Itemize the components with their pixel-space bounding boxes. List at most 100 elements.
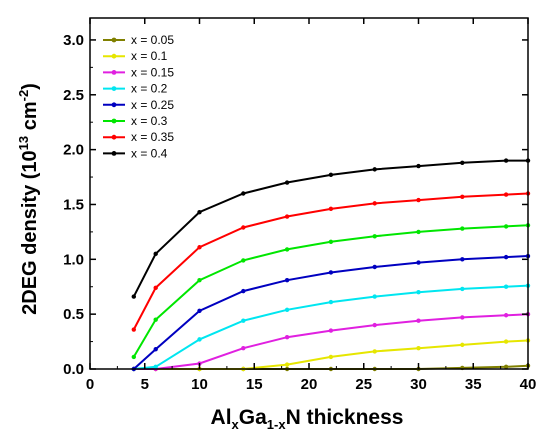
y-tick-label: 0.0 xyxy=(63,361,84,378)
y-tick-label: 3.0 xyxy=(63,32,84,49)
legend-swatch-marker xyxy=(111,53,117,59)
legend-label: x = 0.05 xyxy=(131,33,174,47)
data-point xyxy=(284,214,290,219)
legend-label: x = 0.35 xyxy=(131,130,174,144)
legend-swatch-marker xyxy=(111,151,117,156)
data-point xyxy=(328,328,334,333)
y-axis-label-sup1: 13 xyxy=(16,136,31,150)
data-point xyxy=(460,286,465,292)
data-point xyxy=(416,163,421,169)
x-tick-label: 40 xyxy=(520,376,537,393)
y-axis-label-part1: 2DEG density (10 xyxy=(19,150,41,315)
legend: x = 0.05 x = 0.1 x = 0.15 x = 0.2 x = 0.25 x … xyxy=(103,33,174,160)
y-axis-label-part2: cm xyxy=(19,101,41,135)
data-point xyxy=(284,180,290,185)
y-tick-label: 2.5 xyxy=(63,87,84,104)
data-point xyxy=(153,251,158,257)
data-point xyxy=(328,206,334,212)
data-point xyxy=(503,313,509,318)
data-point xyxy=(153,317,158,322)
data-point xyxy=(131,294,136,299)
data-point xyxy=(416,290,421,295)
data-point xyxy=(503,224,509,229)
legend-swatch-marker xyxy=(111,118,117,124)
data-point xyxy=(241,318,246,323)
data-point xyxy=(416,229,421,235)
legend-item-4: x = 0.25 xyxy=(103,98,174,112)
x-tick-label: 35 xyxy=(465,376,482,393)
legend-item-7: x = 0.4 xyxy=(103,146,168,160)
data-point xyxy=(372,234,377,239)
data-point xyxy=(328,299,334,305)
data-point xyxy=(197,337,202,342)
y-tick-label: 1.0 xyxy=(63,251,84,268)
data-point xyxy=(372,264,377,270)
y-axis-label-part3: ) xyxy=(19,83,41,90)
series-line xyxy=(133,313,529,370)
x-tick-label: 15 xyxy=(246,376,263,393)
y-tick-label: 0.5 xyxy=(63,306,84,323)
data-point xyxy=(460,257,465,262)
data-point xyxy=(241,191,246,196)
legend-item-2: x = 0.15 xyxy=(103,65,174,79)
x-tick-label: 30 xyxy=(410,376,427,393)
data-point xyxy=(241,288,246,294)
data-point xyxy=(416,345,421,351)
axes: 0 5 10 15 20 25 30 35 40 0.0 0.5 1.0 1.5 2.0 2.5 3.0 xyxy=(63,17,537,393)
data-point xyxy=(241,258,246,263)
x-axis-label-part3: N thickness xyxy=(286,406,404,429)
legend-label: x = 0.4 xyxy=(131,146,168,160)
legend-swatch-marker xyxy=(111,70,117,75)
data-point xyxy=(503,284,509,289)
data-point xyxy=(416,197,421,203)
series-layer xyxy=(131,158,531,372)
legend-label: x = 0.1 xyxy=(131,49,168,63)
data-point xyxy=(328,239,334,244)
legend-label: x = 0.3 xyxy=(131,114,168,128)
data-point xyxy=(372,201,377,206)
data-point xyxy=(284,307,290,312)
legend-label: x = 0.25 xyxy=(131,98,174,112)
series-4 xyxy=(131,253,531,372)
x-axis-label-sub2: 1-x xyxy=(267,417,287,432)
data-point xyxy=(197,209,202,215)
series-line xyxy=(132,192,529,330)
data-point xyxy=(460,342,465,348)
legend-item-6: x = 0.35 xyxy=(103,130,174,144)
data-point xyxy=(284,277,290,283)
data-point xyxy=(197,308,202,314)
y-axis-label: 2DEG density (1013 cm-2) xyxy=(16,83,41,315)
series-line xyxy=(132,224,529,358)
data-point xyxy=(197,245,202,250)
legend-swatch-marker xyxy=(111,86,117,91)
data-point xyxy=(460,160,465,165)
data-point xyxy=(372,322,377,328)
series-1 xyxy=(131,338,531,372)
legend-label: x = 0.15 xyxy=(131,65,174,79)
data-point xyxy=(416,318,421,323)
data-point xyxy=(284,334,290,340)
data-point xyxy=(372,167,377,172)
data-point xyxy=(416,260,421,265)
legend-swatch-marker xyxy=(111,37,117,43)
data-point xyxy=(153,364,158,370)
legend-item-3: x = 0.2 xyxy=(103,82,168,96)
x-axis-label-sub1: x xyxy=(232,417,240,432)
legend-swatch-marker xyxy=(111,102,117,108)
legend-item-1: x = 0.1 xyxy=(103,49,168,63)
x-tick-label: 10 xyxy=(191,376,208,393)
legend-label: x = 0.2 xyxy=(131,82,168,96)
y-tick-label: 2.0 xyxy=(63,142,84,159)
y-axis-label-sup2: -2 xyxy=(16,90,31,102)
y-tick-label: 1.5 xyxy=(63,196,84,213)
data-point xyxy=(503,254,509,260)
series-5 xyxy=(131,223,531,360)
series-6 xyxy=(131,191,531,332)
data-point xyxy=(328,172,334,178)
data-point xyxy=(197,277,202,283)
data-point xyxy=(372,294,377,299)
data-point xyxy=(503,158,509,163)
x-axis-label-part1: Al xyxy=(211,406,232,429)
data-point xyxy=(131,327,136,332)
data-point xyxy=(328,270,334,275)
